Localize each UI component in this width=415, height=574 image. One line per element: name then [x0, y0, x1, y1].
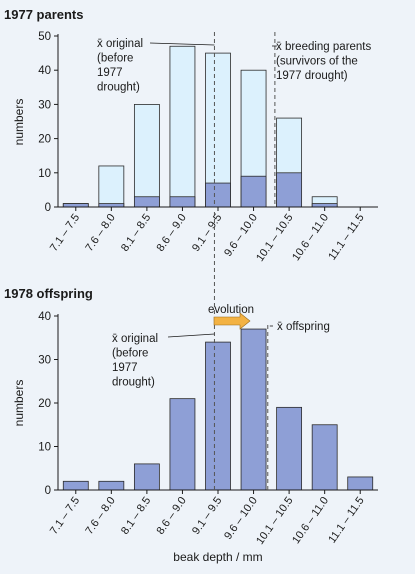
- x-tick-label: 9.6 – 10.0: [222, 212, 260, 259]
- y-axis-title: numbers: [12, 380, 26, 427]
- x-tick-label: 9.6 – 10.0: [222, 495, 260, 542]
- evolution-label: evolution: [208, 304, 254, 316]
- x-tick-label: 10.6 – 11.0: [290, 212, 331, 263]
- mean-original-label: (before: [97, 53, 133, 65]
- x-tick-label: 8.1 – 8.5: [119, 495, 153, 537]
- bar: [240, 175, 267, 208]
- mean-original-label: drought): [112, 377, 155, 389]
- bar: [276, 172, 303, 208]
- panel-1977-parents: 1977 parents numbers 0 10 20 30 40 50 7.1 – 7.…: [4, 7, 378, 264]
- bar-total: [98, 165, 125, 208]
- x-axis-title: beak depth / mm: [173, 550, 262, 564]
- bar: [276, 406, 303, 491]
- x-tick-label: 8.6 – 9.0: [155, 495, 189, 537]
- bar-total: [133, 104, 160, 208]
- bar: [205, 182, 231, 208]
- x-tick-label: 7.1 – 7.5: [48, 495, 82, 537]
- y-tick-label: 50: [38, 31, 51, 43]
- panel-title: 1977 parents: [4, 7, 84, 22]
- y-tick-label: 10: [38, 168, 51, 180]
- panel-title: 1978 offspring: [4, 286, 93, 301]
- bar-total: [169, 45, 196, 208]
- y-tick-label: 0: [45, 202, 51, 214]
- y-tick-label: 10: [38, 442, 51, 454]
- panel-1978-offspring: 1978 offspring numbers beak depth / mm 0…: [4, 212, 378, 564]
- bar: [347, 476, 374, 491]
- x-tick-label: 11.1 – 11.5: [326, 212, 366, 263]
- y-tick-label: 30: [38, 355, 51, 367]
- bar: [169, 398, 196, 491]
- mean-breeding-parents-label: 1977 drought): [276, 70, 348, 82]
- y-tick-label: 40: [38, 65, 51, 77]
- mean-breeding-parents-label: (survivors of the: [276, 56, 358, 68]
- leader-line: [149, 42, 215, 46]
- y-tick-label: 20: [38, 398, 51, 410]
- x-tick-label: 8.6 – 9.0: [155, 212, 189, 254]
- y-axis-title: numbers: [12, 99, 26, 146]
- x-tick-label: 9.1 – 9.5: [190, 495, 224, 537]
- y-tick-label: 20: [38, 134, 51, 146]
- x-tick-label: 11.1 – 11.5: [326, 495, 366, 546]
- x-tick-label: 8.1 – 8.5: [119, 212, 153, 254]
- mean-original-label: x̄ original: [112, 333, 158, 345]
- mean-breeding-parents-label: x̄ breeding parents: [276, 41, 372, 53]
- x-tick-label: 7.1 – 7.5: [48, 212, 82, 254]
- bar: [311, 424, 338, 491]
- mean-original-label: (before: [112, 348, 148, 360]
- mean-original-label: x̄ original: [97, 38, 143, 50]
- y-tick-label: 30: [38, 99, 51, 111]
- y-tick-label: 40: [38, 311, 51, 323]
- bar: [98, 480, 125, 491]
- bar: [98, 203, 125, 208]
- bar: [133, 196, 160, 208]
- mean-original-label: drought): [97, 82, 140, 94]
- bar: [205, 341, 231, 491]
- mean-original-label: 1977: [112, 362, 138, 374]
- x-tick-label: 7.6 – 8.0: [83, 495, 117, 537]
- bar: [169, 196, 196, 208]
- bar: [62, 203, 89, 208]
- bar: [311, 203, 338, 208]
- bar: [240, 328, 267, 491]
- evolution-arrow-icon: [213, 312, 251, 330]
- mean-offspring-label: x̄ offspring: [277, 321, 330, 333]
- leader-line: [167, 333, 215, 338]
- y-tick-label: 0: [45, 485, 51, 497]
- x-tick-label: 9.1 – 9.5: [190, 212, 224, 254]
- x-tick-label: 7.6 – 8.0: [83, 212, 117, 254]
- bar: [133, 463, 160, 491]
- x-tick-label: 10.6 – 11.0: [290, 495, 331, 546]
- bar-total: [205, 52, 231, 208]
- bar: [62, 480, 89, 491]
- mean-original-label: 1977: [97, 67, 123, 79]
